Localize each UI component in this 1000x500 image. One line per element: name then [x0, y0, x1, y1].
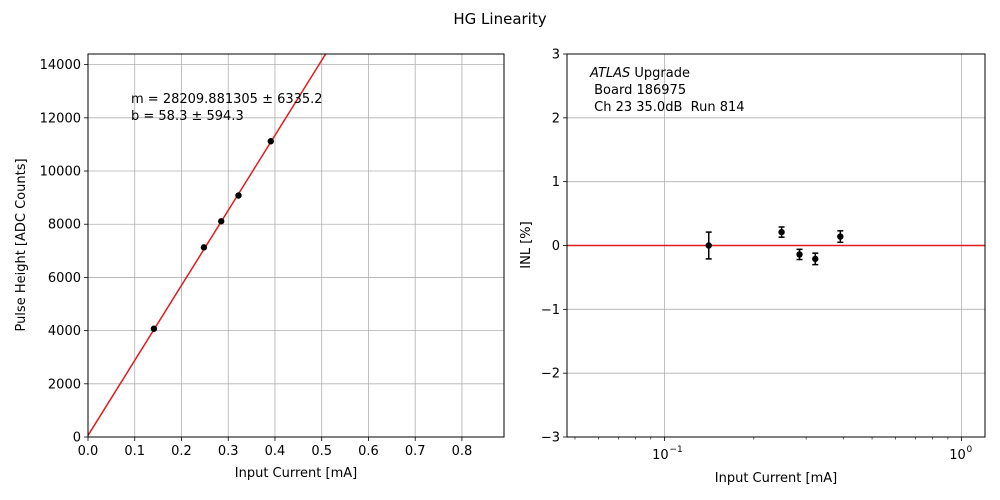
left-x-tick-label: 0.7 [405, 444, 426, 459]
left-x-tick-label: 0.8 [452, 444, 473, 459]
right-data-point [705, 242, 712, 249]
right-x-tick-label: 10 [949, 448, 966, 463]
left-y-tick-label: 12000 [40, 111, 81, 126]
right-data-point [812, 255, 819, 263]
right-y-tick-label: 3 [552, 48, 560, 63]
atlas-label: ATLAS Upgrade [589, 66, 690, 81]
left-data-point [267, 138, 274, 145]
right-data-point [778, 228, 785, 236]
fit-slope-annotation: m = 28209.881305 ± 6335.2 [131, 92, 323, 107]
left-chart: 0.0 0.1 0.2 0.3 0.4 0.5 0.6 0.7 0.8 0 2000 4000 600… [14, 53, 505, 481]
left-y-tick-label: 0 [73, 431, 81, 446]
right-y-tick-label: 0 [552, 239, 560, 254]
right-data-point [837, 233, 844, 240]
left-x-tick-label: 0.5 [311, 444, 332, 459]
fit-intercept-annotation: b = 58.3 ± 594.3 [131, 109, 244, 124]
left-y-tick-label: 4000 [48, 324, 81, 339]
board-label: Board 186975 [590, 83, 686, 98]
right-y-ticks: −3 −2 −1 0 1 2 3 [541, 48, 567, 446]
left-x-tick-label: 0.2 [171, 444, 192, 459]
run-label: Ch 23 35.0dB Run 814 [590, 100, 745, 115]
left-x-tick-label: 0.6 [358, 444, 379, 459]
left-data-point [150, 325, 158, 332]
right-x-tick-exponent: −1 [669, 445, 682, 455]
left-y-ticks: 0 2000 4000 6000 8000 10000 12000 14000 [40, 58, 88, 446]
atlas-label-rest: Upgrade [630, 66, 690, 81]
left-x-tick-label: 0.3 [218, 444, 239, 459]
right-x-tick-label: 10 [652, 448, 669, 463]
left-y-tick-label: 14000 [40, 58, 81, 73]
figure-title: HG Linearity [453, 10, 546, 28]
left-y-tick-label: 10000 [40, 165, 81, 180]
right-y-axis-label: INL [%] [519, 221, 534, 268]
left-y-tick-label: 6000 [48, 271, 81, 286]
right-data-point [796, 251, 803, 258]
left-x-axis-label: Input Current [mA] [235, 466, 357, 481]
left-x-tick-label: 0.1 [124, 444, 145, 459]
linear-fit-line [87, 53, 327, 436]
left-y-tick-label: 8000 [48, 218, 81, 233]
left-axes-frame [87, 53, 505, 438]
left-x-ticks: 0.0 0.1 0.2 0.3 0.4 0.5 0.6 0.7 0.8 [78, 437, 473, 459]
right-x-axis-label: Input Current [mA] [715, 471, 837, 486]
left-y-axis-label: Pulse Height [ADC Counts] [14, 158, 29, 331]
left-x-tick-label: 0.0 [78, 444, 99, 459]
right-y-tick-label: −2 [541, 367, 560, 382]
right-y-tick-label: 2 [552, 111, 560, 126]
left-data-point [200, 244, 208, 251]
right-x-ticks: 10 −1 10 0 [574, 437, 972, 463]
left-gridlines [87, 54, 504, 438]
left-y-tick-label: 2000 [48, 377, 81, 392]
right-y-tick-label: 1 [552, 175, 560, 190]
left-fit-line-group [87, 53, 327, 436]
left-x-tick-label: 0.4 [265, 444, 286, 459]
atlas-label-italic: ATLAS [589, 66, 630, 81]
right-y-tick-label: −3 [541, 431, 560, 446]
right-data-points [705, 226, 844, 266]
right-y-tick-label: −1 [541, 303, 560, 318]
left-data-points [150, 138, 274, 332]
left-data-point [235, 192, 242, 199]
right-x-tick-exponent: 0 [966, 445, 972, 455]
left-data-point [218, 218, 225, 225]
